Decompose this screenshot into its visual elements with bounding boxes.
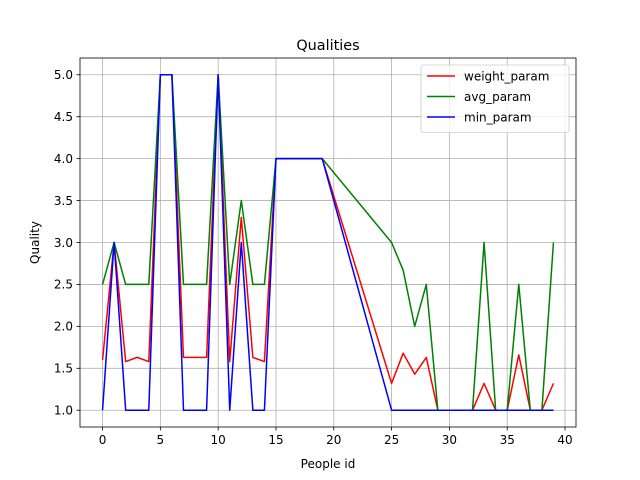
x-tick-label: 5 bbox=[157, 433, 165, 447]
y-tick-label: 4.0 bbox=[54, 152, 73, 166]
y-tick-label: 3.5 bbox=[54, 194, 73, 208]
y-tick-label: 5.0 bbox=[54, 68, 73, 82]
y-axis-ticks: 1.0 1.5 2.0 2.5 3.0 3.5 4.0 4.5 5.0 bbox=[54, 68, 80, 418]
y-axis-label: Quality bbox=[28, 221, 42, 264]
legend: weight_param avg_param min_param bbox=[420, 64, 570, 133]
x-tick-label: 20 bbox=[326, 433, 341, 447]
x-tick-label: 10 bbox=[211, 433, 226, 447]
y-tick-label: 1.0 bbox=[54, 404, 73, 418]
y-tick-label: 2.0 bbox=[54, 320, 73, 334]
x-tick-label: 35 bbox=[500, 433, 515, 447]
y-tick-label: 4.5 bbox=[54, 110, 73, 124]
x-tick-label: 15 bbox=[268, 433, 283, 447]
x-tick-label: 0 bbox=[99, 433, 107, 447]
chart-title: Qualities bbox=[296, 38, 359, 54]
y-tick-label: 2.5 bbox=[54, 278, 73, 292]
x-tick-label: 25 bbox=[384, 433, 399, 447]
series-layer bbox=[101, 74, 555, 411]
legend-label: weight_param bbox=[464, 69, 549, 83]
x-axis-label: People id bbox=[301, 457, 356, 471]
legend-box bbox=[420, 64, 570, 133]
series-line-min-param bbox=[101, 74, 554, 411]
x-axis-ticks: 0 5 10 15 20 25 30 35 40 bbox=[99, 427, 573, 447]
legend-label: avg_param bbox=[464, 90, 531, 104]
x-tick-label: 30 bbox=[442, 433, 457, 447]
y-tick-label: 1.5 bbox=[54, 362, 73, 376]
y-tick-label: 3.0 bbox=[54, 236, 73, 250]
legend-label: min_param bbox=[464, 110, 532, 124]
x-tick-label: 40 bbox=[557, 433, 572, 447]
